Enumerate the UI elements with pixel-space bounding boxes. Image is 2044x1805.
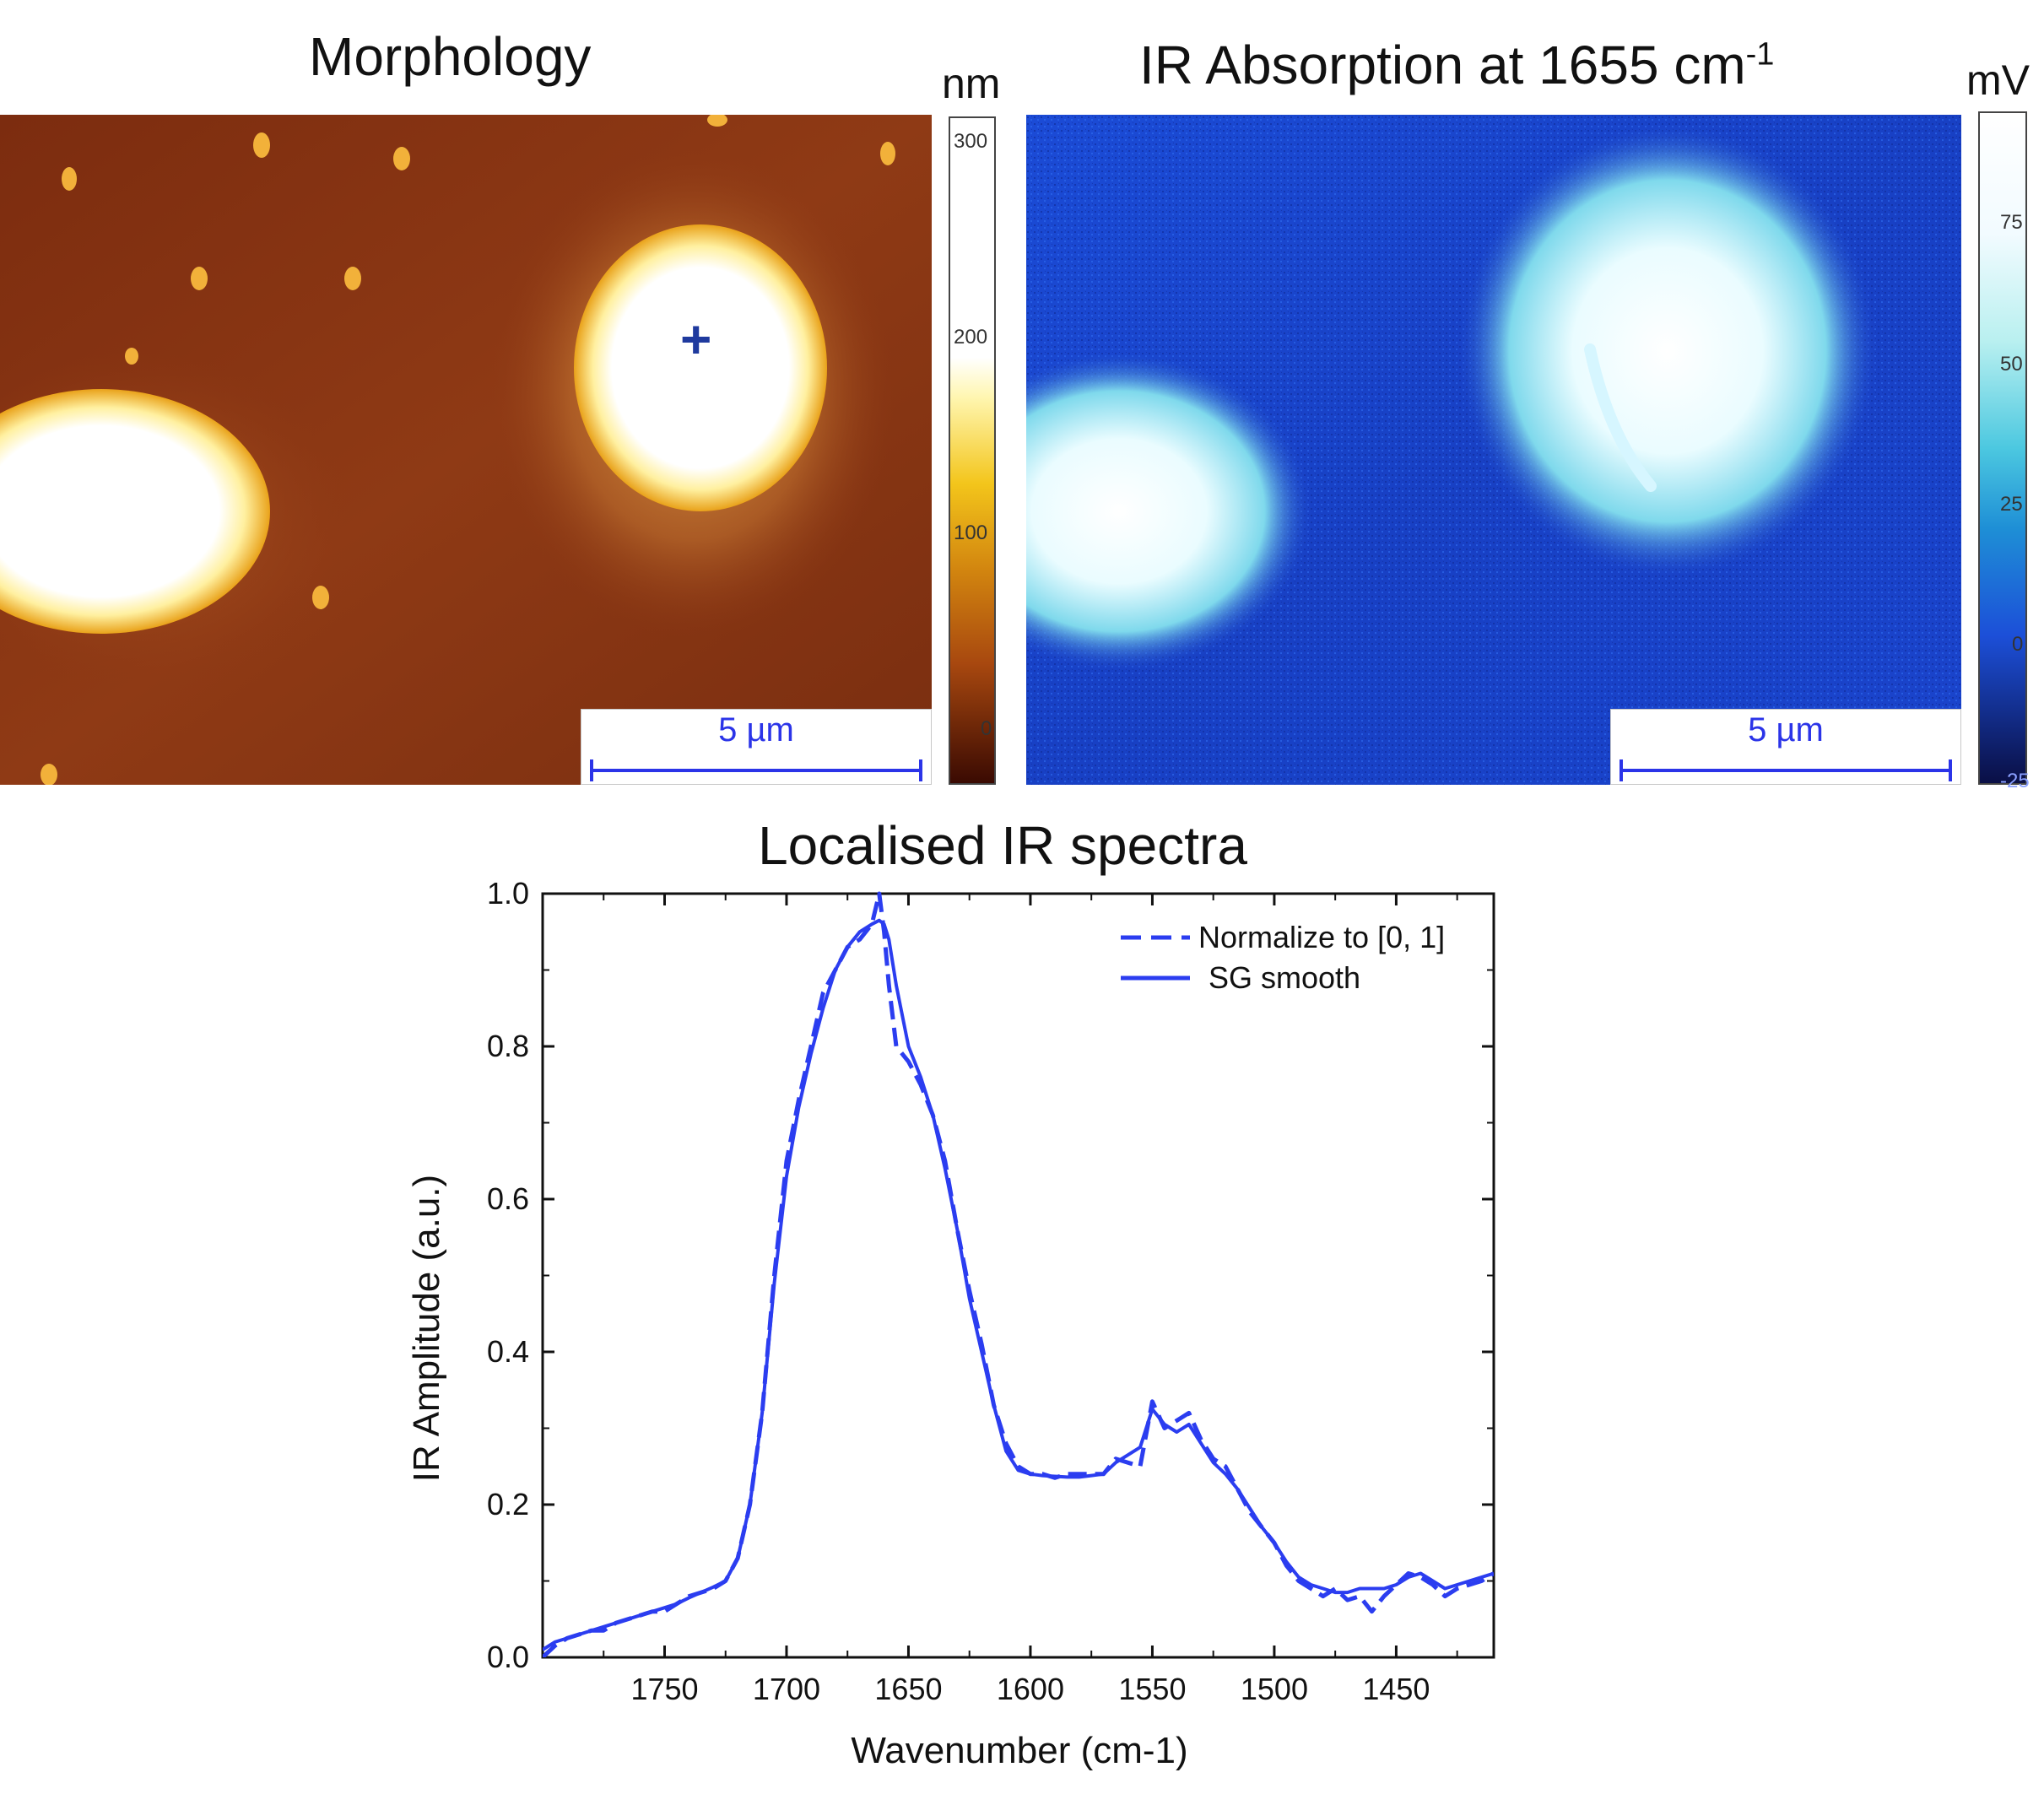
morphology-scale-bar: 5 µm xyxy=(581,709,932,785)
x-tick-label: 1500 xyxy=(1241,1672,1308,1706)
ir-spectrum-chart: Localised IR spectra 1750 1700 1650 1600 155… xyxy=(406,815,1495,1771)
ir-title-superscript: -1 xyxy=(1745,36,1775,73)
x-tick-label: 1600 xyxy=(997,1672,1064,1706)
morphology-map: + 5 µm xyxy=(0,115,932,785)
chart-legend: Normalize to [0, 1] SG smooth xyxy=(1121,920,1445,995)
morphology-unit: nm xyxy=(942,60,1001,107)
x-tick-label: 1650 xyxy=(874,1672,942,1706)
morphology-colorbar xyxy=(949,116,996,785)
ir-tick-25: 25 xyxy=(2000,493,2023,516)
surface-particles xyxy=(41,115,895,785)
legend-label: SG smooth xyxy=(1209,960,1360,995)
chart-axes: 1750 1700 1650 1600 1550 1500 1450 0.0 0.2 0.4 0.6… xyxy=(487,876,1495,1706)
ir-tick-50: 50 xyxy=(2000,353,2023,376)
ir-scale-bar: 5 µm xyxy=(1610,709,1961,785)
ir-tick-75: 75 xyxy=(2000,211,2023,234)
ir-colorbar xyxy=(1978,111,2027,785)
plot-frame xyxy=(541,892,1495,1659)
scale-line xyxy=(1620,759,1952,781)
morphology-title: Morphology xyxy=(309,26,592,87)
morphology-scale-label: 5 µm xyxy=(718,711,794,748)
series-sg-smooth-line xyxy=(543,918,1494,1651)
edge-streak xyxy=(1584,343,1657,492)
ir-image xyxy=(1026,115,1961,785)
ir-title-main: IR Absorption at 1655 cm xyxy=(1139,35,1746,95)
chart-series xyxy=(543,891,1494,1657)
series-normalized-line xyxy=(543,891,1494,1657)
scale-line xyxy=(590,759,922,781)
ir-tick-0: 0 xyxy=(2012,633,2024,656)
legend-label: Normalize to [0, 1] xyxy=(1198,920,1445,954)
ir-tick-neg25: -25 xyxy=(2000,770,2030,792)
target-marker: + xyxy=(680,309,712,370)
y-axis-label: IR Amplitude (a.u.) xyxy=(406,1175,447,1482)
y-tick-label: 0.6 xyxy=(487,1181,529,1216)
ir-absorption-map: 5 µm xyxy=(1026,115,1961,785)
x-tick-label: 1450 xyxy=(1362,1672,1430,1706)
ir-unit: mV xyxy=(1966,57,2030,104)
y-tick-label: 1.0 xyxy=(487,876,529,911)
x-axis-label: Wavenumber (cm-1) xyxy=(851,1730,1187,1771)
ir-absorption-title: IR Absorption at 1655 cm-1 xyxy=(1139,34,1774,96)
morphology-image xyxy=(0,115,932,785)
chart-title: Localised IR spectra xyxy=(758,815,1247,876)
x-tick-label: 1550 xyxy=(1118,1672,1186,1706)
ir-scale-label: 5 µm xyxy=(1748,711,1824,748)
x-tick-label: 1750 xyxy=(630,1672,698,1706)
y-tick-label: 0.2 xyxy=(487,1487,529,1521)
morphology-tick-300: 300 xyxy=(954,130,988,153)
morphology-tick-100: 100 xyxy=(954,522,988,544)
x-tick-label: 1700 xyxy=(753,1672,820,1706)
y-tick-label: 0.8 xyxy=(487,1029,529,1063)
y-tick-label: 0.0 xyxy=(487,1640,529,1674)
morphology-tick-200: 200 xyxy=(954,326,988,349)
morphology-tick-0: 0 xyxy=(981,717,992,740)
y-tick-label: 0.4 xyxy=(487,1334,529,1369)
